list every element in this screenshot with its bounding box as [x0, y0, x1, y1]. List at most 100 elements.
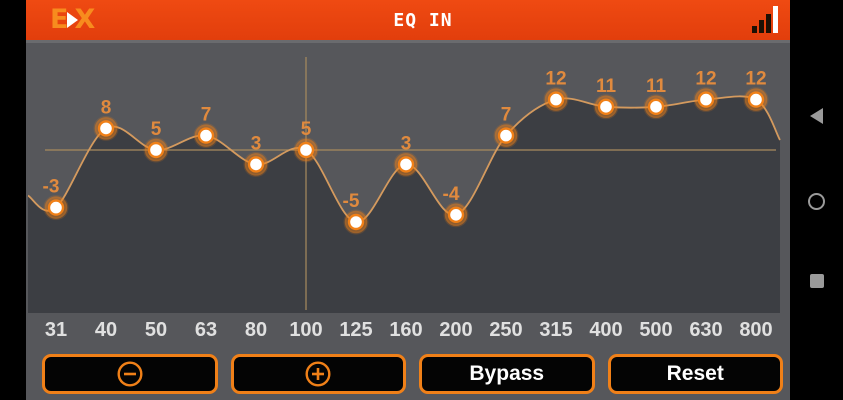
eq-point-glow	[94, 117, 118, 140]
signal-bar-2	[759, 20, 764, 33]
recents-icon[interactable]	[810, 274, 824, 288]
eq-point-glow	[93, 115, 119, 141]
eq-point-glow	[644, 95, 668, 119]
eq-point-250[interactable]	[497, 127, 515, 144]
eq-point-125[interactable]	[347, 213, 365, 231]
eq-controls: Bypass Reset	[42, 354, 783, 394]
eq-point-glow	[744, 88, 768, 111]
eq-point-glow	[43, 195, 69, 221]
gain-value-160: 3	[401, 133, 412, 154]
home-icon[interactable]	[808, 193, 825, 210]
plus-circle-icon	[305, 361, 331, 387]
freq-label-100: 100	[289, 319, 322, 341]
gain-value-250: 7	[501, 105, 512, 126]
eq-point-glow	[493, 123, 519, 149]
freq-label-63: 63	[195, 319, 217, 341]
eq-point-glow	[593, 94, 619, 120]
eq-point-400[interactable]	[597, 98, 615, 115]
back-icon[interactable]	[810, 108, 823, 124]
eq-point-glow	[643, 94, 669, 120]
reset-button[interactable]: Reset	[607, 354, 783, 394]
freq-label-200: 200	[439, 319, 472, 341]
logo-letter-x: X	[74, 4, 95, 35]
eq-point-glow	[294, 138, 318, 162]
app-logo: E X	[50, 4, 95, 35]
eq-point-glow	[743, 87, 769, 113]
eq-point-630[interactable]	[697, 91, 715, 108]
eq-point-315[interactable]	[547, 91, 565, 108]
eq-point-63[interactable]	[197, 127, 215, 144]
eq-point-glow	[244, 153, 268, 176]
freq-label-80: 80	[245, 319, 267, 341]
eq-point-glow	[44, 196, 68, 219]
eq-point-glow	[343, 209, 369, 235]
eq-point-500[interactable]	[647, 98, 665, 115]
eq-point-100[interactable]	[297, 141, 315, 159]
eq-point-glow	[194, 124, 218, 147]
eq-point-160[interactable]	[397, 156, 415, 173]
gain-value-630: 12	[695, 69, 716, 90]
eq-point-80[interactable]	[247, 156, 265, 173]
eq-point-200[interactable]	[447, 206, 465, 224]
signal-bar-4	[773, 6, 778, 33]
gain-value-200: -4	[443, 184, 460, 205]
app-window: E X EQ IN -3 31 8 40 5 50 7 63 3 80 5 100 -5 125 3 160-…	[26, 0, 790, 400]
eq-point-glow	[144, 138, 168, 162]
signal-bar-3	[766, 14, 771, 33]
gain-increase-button[interactable]	[230, 354, 406, 394]
eq-chart: -3 31 8 40 5 50 7 63 3 80 5 100 -5 125 3 160 -4 200 7 250 12…	[28, 57, 781, 341]
eq-point-glow	[594, 95, 618, 119]
gain-value-125: -5	[343, 191, 360, 212]
freq-label-630: 630	[689, 319, 722, 341]
signal-bar-1	[752, 26, 757, 33]
android-navbar	[790, 0, 843, 400]
eq-panel: -3 31 8 40 5 50 7 63 3 80 5 100 -5 125 3 160 -4 200 7 250 12…	[26, 40, 790, 400]
freq-label-125: 125	[339, 319, 372, 341]
signal-bars-icon	[752, 6, 778, 33]
titlebar: E X EQ IN	[26, 0, 790, 40]
eq-point-glow	[243, 151, 269, 177]
eq-point-glow	[694, 88, 718, 111]
eq-point-glow	[444, 203, 468, 227]
eq-area-fill	[28, 96, 780, 313]
eq-point-31[interactable]	[47, 199, 65, 216]
gain-value-400: 11	[596, 76, 617, 97]
freq-label-400: 400	[589, 319, 622, 341]
eq-point-800[interactable]	[747, 91, 765, 108]
freq-label-50: 50	[145, 319, 167, 341]
freq-label-500: 500	[639, 319, 672, 341]
gain-value-40: 8	[101, 97, 112, 118]
eq-point-glow	[443, 202, 469, 228]
freq-label-40: 40	[95, 319, 117, 341]
gain-value-50: 5	[151, 119, 162, 140]
eq-point-glow	[394, 153, 418, 176]
logo-play-triangle-icon	[67, 12, 79, 28]
gain-value-500: 11	[646, 76, 667, 97]
eq-point-glow	[344, 210, 368, 234]
gain-value-100: 5	[301, 119, 312, 140]
eq-point-glow	[543, 87, 569, 113]
eq-point-glow	[393, 151, 419, 177]
gain-value-31: -3	[43, 177, 60, 198]
gain-value-80: 3	[251, 133, 262, 154]
freq-label-800: 800	[739, 319, 772, 341]
eq-point-40[interactable]	[97, 120, 115, 137]
gain-decrease-button[interactable]	[42, 354, 218, 394]
gain-value-315: 12	[545, 69, 566, 90]
minus-circle-icon	[117, 361, 143, 387]
freq-label-250: 250	[489, 319, 522, 341]
gain-value-63: 7	[201, 105, 212, 126]
freq-label-31: 31	[45, 319, 67, 341]
eq-point-glow	[693, 87, 719, 113]
eq-point-glow	[193, 123, 219, 149]
eq-point-50[interactable]	[147, 141, 165, 159]
freq-label-315: 315	[539, 319, 572, 341]
eq-point-glow	[544, 88, 568, 111]
eq-point-glow	[494, 124, 518, 147]
page-title: EQ IN	[393, 10, 453, 31]
eq-point-glow	[293, 137, 319, 163]
bypass-button[interactable]: Bypass	[419, 354, 595, 394]
logo-letter-e: E	[50, 4, 68, 35]
gain-value-800: 12	[745, 69, 766, 90]
